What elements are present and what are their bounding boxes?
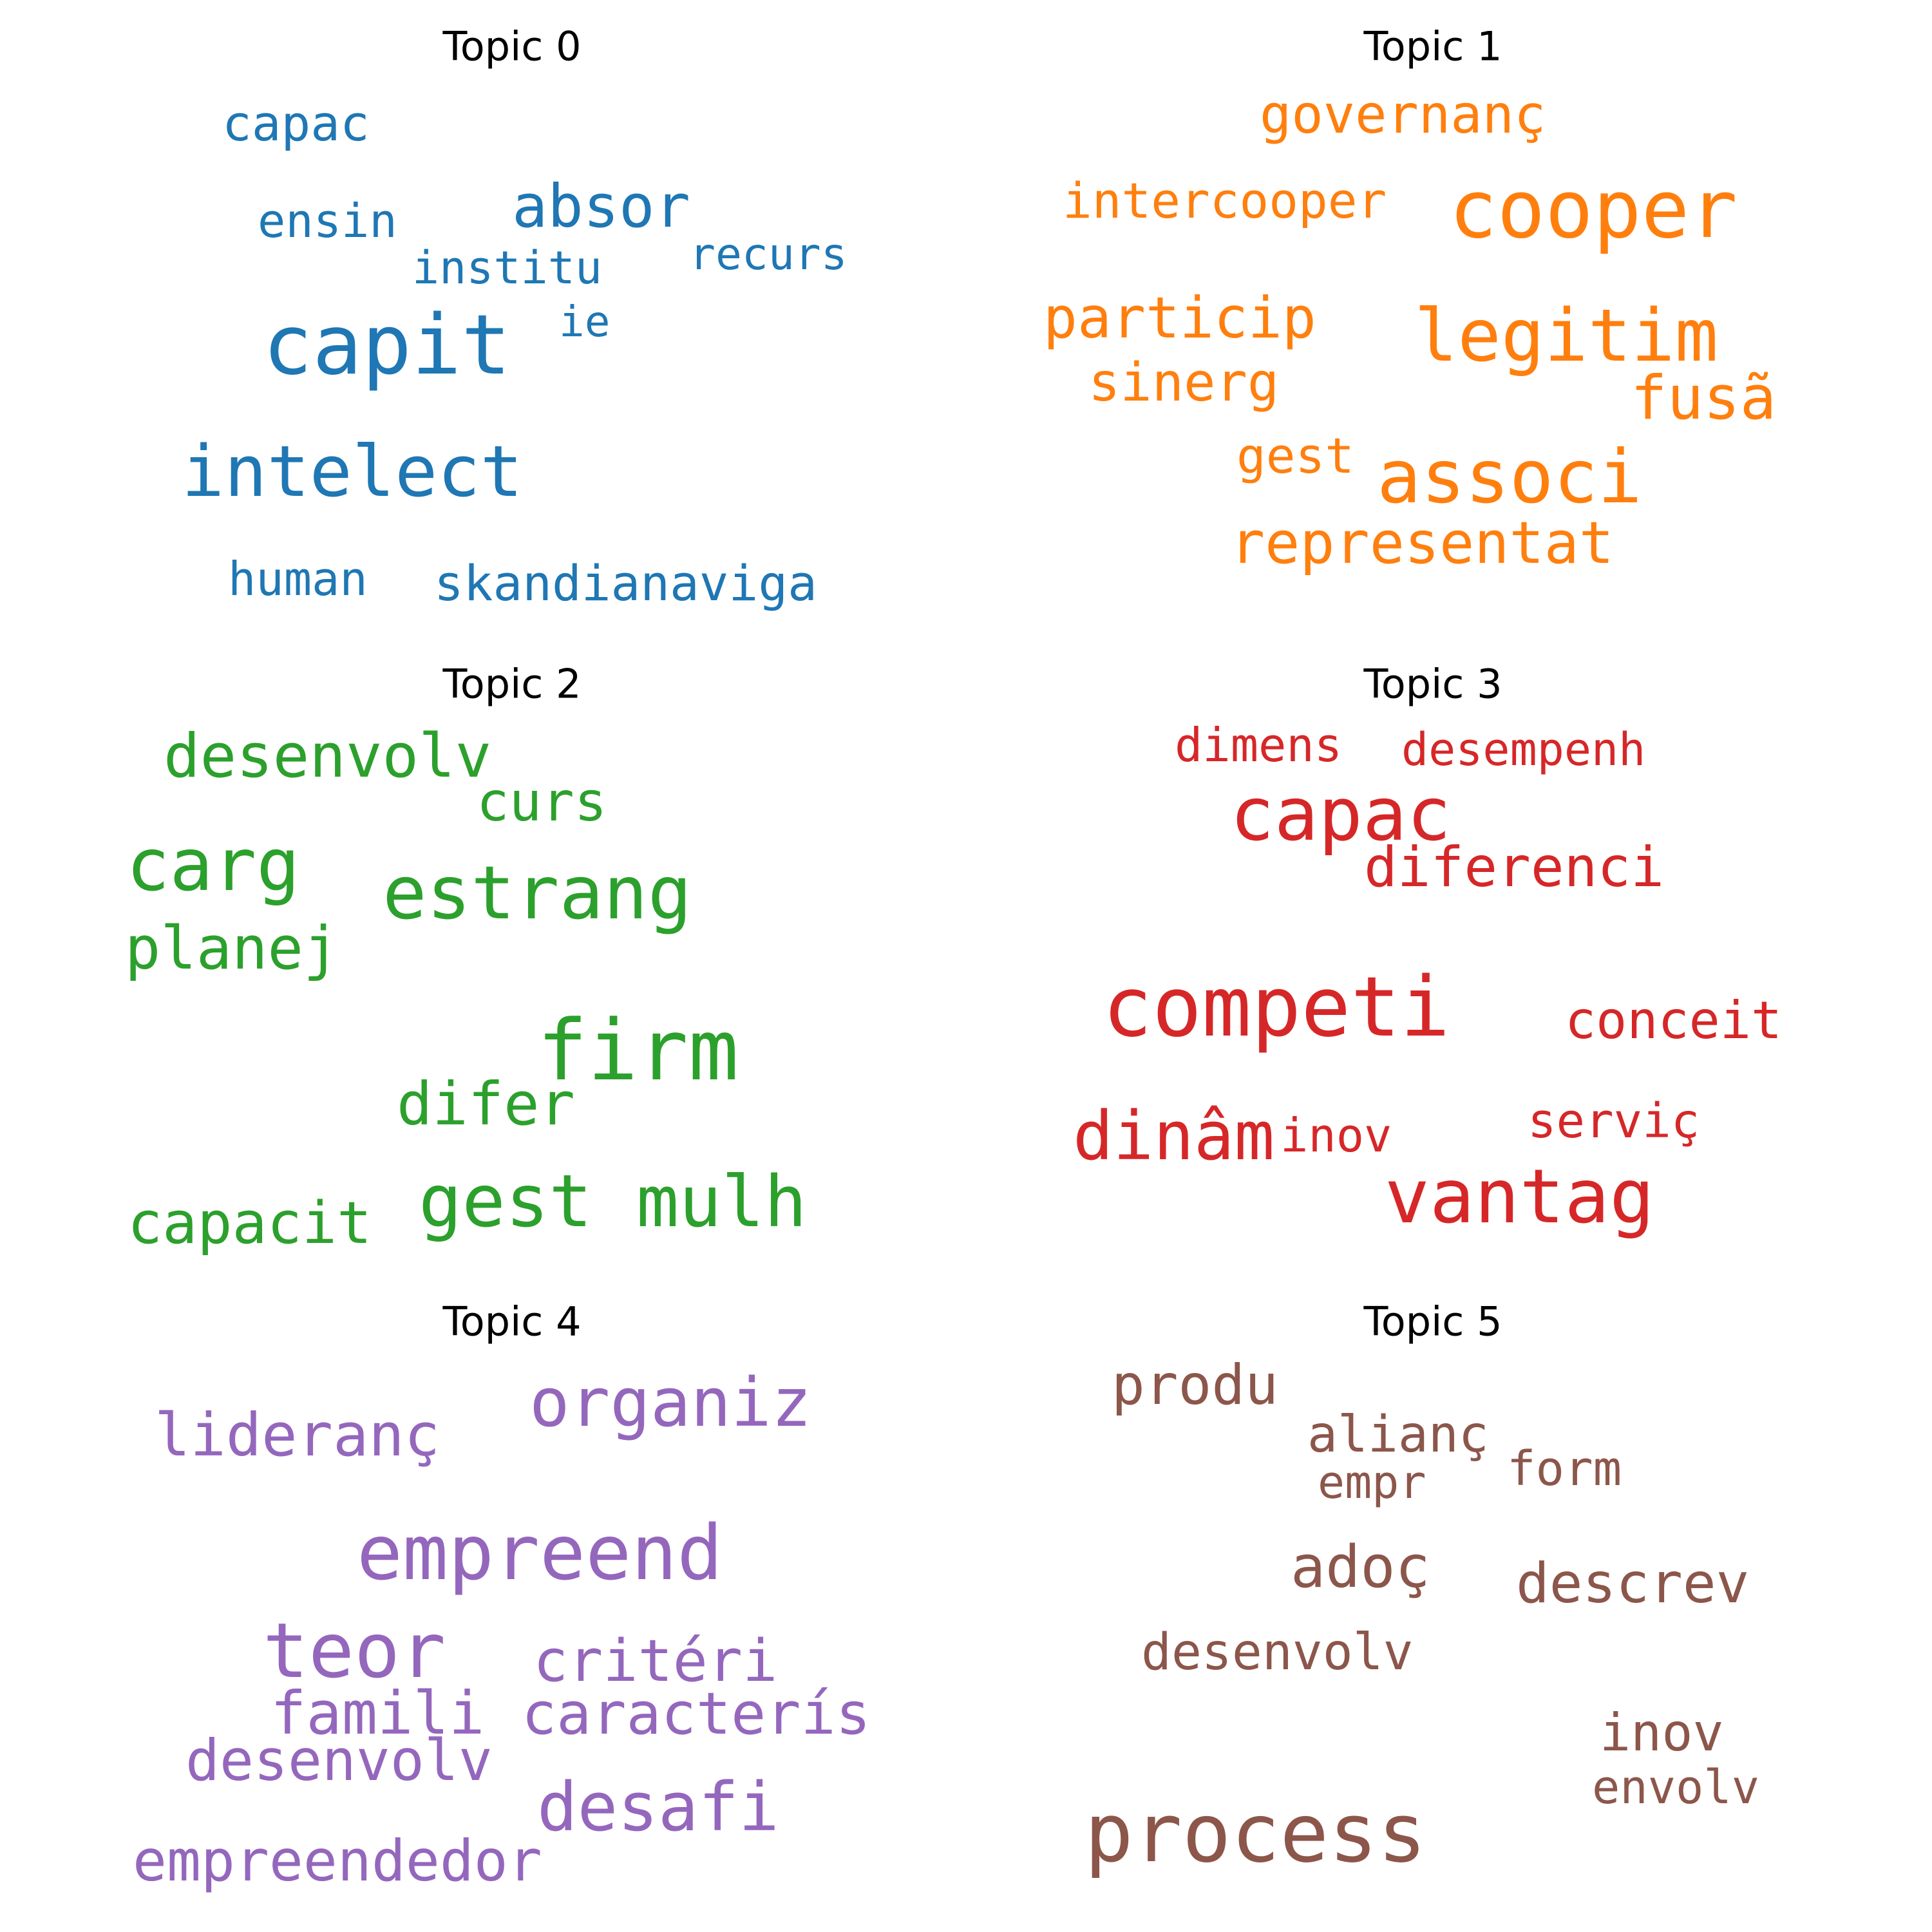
word-governanç: governanç: [1260, 84, 1546, 146]
word-inov: inov: [1600, 1703, 1724, 1763]
word-conceit: conceit: [1565, 990, 1782, 1050]
word-dimens: dimens: [1175, 718, 1342, 772]
word-adoç: adoç: [1291, 1533, 1430, 1601]
word-legitim: legitim: [1414, 294, 1718, 378]
topic-panel-0: Topic 0 capit intelect absor capac ensin insti…: [182, 23, 848, 612]
word-process: process: [1084, 1786, 1426, 1880]
word-estrang: estrang: [383, 850, 692, 936]
word-mulh: mulh: [636, 1160, 807, 1243]
word-curs: curs: [477, 770, 607, 833]
word-fusã: fusã: [1631, 363, 1776, 433]
word-caracterís: caracterís: [522, 1680, 871, 1748]
word-difer: difer: [397, 1070, 575, 1139]
word-vantag: vantag: [1385, 1153, 1654, 1240]
topic-panel-5: Topic 5 process descrev adoç produ desenvolv i…: [1084, 1298, 1759, 1881]
word-empr: empr: [1318, 1456, 1426, 1509]
topic-title: Topic 0: [442, 23, 581, 70]
word-cooper: cooper: [1449, 164, 1738, 256]
word-dinâm: dinâm: [1073, 1097, 1274, 1175]
word-empreend: empreend: [357, 1508, 723, 1597]
word-recurs: recurs: [689, 229, 848, 280]
word-lideranç: lideranç: [155, 1401, 440, 1470]
word-competi: competi: [1103, 960, 1450, 1056]
word-alianç: alianç: [1307, 1406, 1489, 1464]
word-gest: gest: [1236, 427, 1354, 484]
word-human: human: [228, 552, 368, 606]
topic-title: Topic 1: [1363, 23, 1502, 70]
word-representat: representat: [1230, 509, 1614, 577]
topic-panel-2: Topic 2 firm estrang carg gest mulh desenvolv p…: [125, 661, 807, 1258]
topic-panel-1: Topic 1 cooper legitim associ particip repres…: [1043, 23, 1776, 578]
word-desenvolv: desenvolv: [1141, 1624, 1414, 1681]
word-capac: capac: [1230, 772, 1451, 857]
word-intercooper: intercooper: [1063, 172, 1387, 229]
word-descrev: descrev: [1516, 1551, 1749, 1616]
word-critéri: critéri: [533, 1627, 777, 1695]
word-gest: gest: [419, 1160, 592, 1244]
word-organiz: organiz: [529, 1363, 811, 1442]
word-desenvolv: desenvolv: [164, 721, 491, 791]
topic-panel-4: Topic 4 empreend teor organiz desafi lideranç…: [133, 1298, 871, 1895]
word-produ: produ: [1112, 1353, 1278, 1417]
word-capacit: capacit: [128, 1189, 372, 1257]
word-ensin: ensin: [258, 194, 397, 248]
word-envolv: envolv: [1592, 1760, 1759, 1814]
word-diferenci: diferenci: [1364, 835, 1664, 900]
word-capac: capac: [222, 95, 370, 152]
word-associ: associ: [1377, 434, 1642, 520]
word-absor: absor: [512, 172, 690, 241]
word-planej: planej: [125, 914, 339, 983]
word-teor: teor: [263, 1606, 446, 1695]
word-firm: firm: [537, 1001, 739, 1099]
topic-panel-3: Topic 3 competi capac vantag dinâm diferenci c…: [1073, 661, 1782, 1241]
word-inov: inov: [1280, 1108, 1392, 1162]
word-empreendedor: empreendedor: [133, 1828, 542, 1894]
word-carg: carg: [126, 824, 300, 907]
word-serviç: serviç: [1528, 1094, 1700, 1149]
word-intelect: intelect: [182, 430, 523, 513]
word-form: form: [1507, 1441, 1622, 1497]
topic-title: Topic 2: [442, 661, 581, 708]
word-famili: famili: [270, 1679, 484, 1748]
word-desenvolv: desenvolv: [185, 1727, 493, 1794]
topic-title: Topic 3: [1363, 661, 1502, 708]
word-particip: particip: [1043, 285, 1316, 351]
topic-title: Topic 5: [1363, 1298, 1502, 1345]
word-desempenh: desempenh: [1401, 723, 1645, 776]
word-capit: capit: [263, 298, 511, 393]
word-sinerg: sinerg: [1088, 352, 1279, 413]
topic-title: Topic 4: [442, 1298, 581, 1345]
word-skandianaviga: skandianaviga: [434, 554, 817, 612]
word-institu: institu: [412, 242, 602, 294]
word-desafi: desafi: [537, 1768, 779, 1846]
word-ie: ie: [559, 297, 610, 346]
